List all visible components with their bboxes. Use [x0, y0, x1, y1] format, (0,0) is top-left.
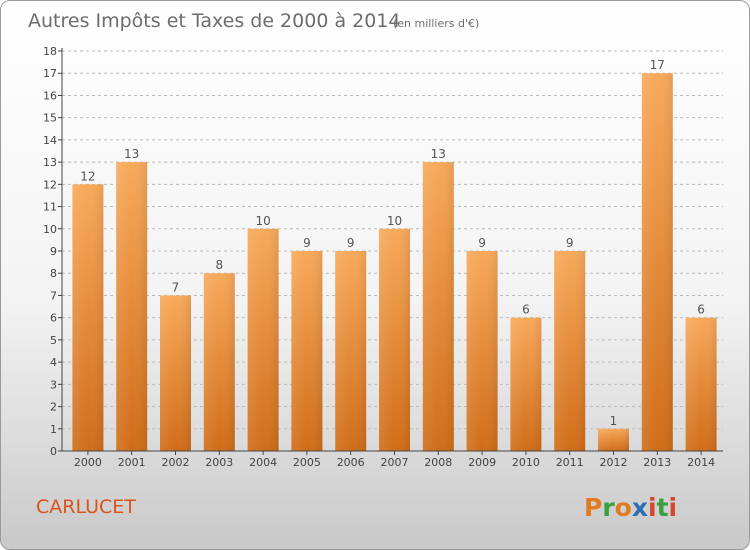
bar-shade-2007 [379, 228, 410, 451]
bar-shade-2000 [72, 184, 104, 452]
y-tick-label: 16 [43, 89, 57, 102]
logo-letter: t [657, 493, 669, 522]
bar-shade-2013 [641, 73, 673, 451]
x-tick-label-2011: 2011 [556, 456, 584, 469]
place-name: CARLUCET [36, 496, 136, 518]
data-label-2006: 9 [347, 236, 355, 250]
x-tick-label-2000: 2000 [74, 456, 102, 469]
bar-shade-2011 [554, 251, 586, 451]
bar-shade-2006 [335, 251, 367, 451]
x-tick-label-2010: 2010 [512, 456, 540, 469]
chart-unit: (en milliers d'€) [393, 17, 479, 30]
x-tick-label-2001: 2001 [118, 456, 146, 469]
y-tick-label: 15 [43, 112, 57, 125]
y-tick-label: 6 [50, 312, 57, 325]
bar-shade-2004 [247, 228, 279, 451]
y-tick-label: 8 [50, 267, 57, 280]
y-tick-label: 0 [50, 445, 57, 458]
x-tick-label-2003: 2003 [205, 456, 233, 469]
bars: 12 13 7 8 10 9 9 10 13 9 6 9 1 17 6 [72, 58, 717, 452]
y-tick-label: 14 [43, 134, 57, 147]
x-tick-label-2002: 2002 [162, 456, 190, 469]
data-label-2004: 10 [255, 214, 270, 228]
data-label-2009: 9 [478, 236, 486, 250]
data-label-2000: 12 [80, 169, 95, 183]
x-tick-label-2007: 2007 [381, 456, 409, 469]
data-label-2002: 7 [172, 280, 180, 294]
data-label-2008: 13 [431, 147, 446, 161]
logo-letter: i [669, 493, 678, 522]
bar-shade-2002 [160, 295, 191, 451]
x-tick-label-2006: 2006 [337, 456, 365, 469]
data-label-2013: 17 [650, 58, 665, 72]
y-tick-label: 10 [43, 223, 57, 236]
bar-shade-2014 [685, 317, 717, 451]
y-tick-label: 2 [50, 401, 57, 414]
x-tick-label-2009: 2009 [468, 456, 496, 469]
y-tick-label: 9 [50, 245, 57, 258]
data-label-2011: 9 [566, 236, 574, 250]
logo-letter: r [602, 493, 615, 522]
bar-shade-2009 [466, 251, 498, 451]
chart-title: Autres Impôts et Taxes de 2000 à 2014 [28, 10, 401, 32]
data-label-2005: 9 [303, 236, 311, 250]
y-tick-label: 1 [50, 423, 57, 436]
y-tick-label: 5 [50, 334, 57, 347]
x-tick-label-2012: 2012 [600, 456, 628, 469]
x-tick-label-2013: 2013 [643, 456, 671, 469]
logo-letter: i [648, 493, 657, 522]
bar-shade-2005 [291, 251, 323, 451]
data-label-2014: 6 [697, 303, 705, 317]
y-tick-label: 12 [43, 178, 57, 191]
data-label-2003: 8 [215, 258, 223, 272]
y-tick-label: 18 [43, 45, 57, 58]
logo-letter: o [615, 493, 632, 522]
bar-shade-2003 [203, 273, 235, 451]
x-tick-label-2014: 2014 [687, 456, 715, 469]
y-tick-label: 13 [43, 156, 57, 169]
data-label-2001: 13 [124, 147, 139, 161]
data-label-2012: 1 [610, 414, 618, 428]
bar-shade-2001 [116, 162, 148, 451]
y-tick-label: 3 [50, 378, 57, 391]
x-tick-label-2004: 2004 [249, 456, 277, 469]
y-tick-label: 7 [50, 289, 57, 302]
y-tick-label: 4 [50, 356, 57, 369]
data-label-2010: 6 [522, 303, 530, 317]
y-tick-label: 11 [43, 201, 57, 214]
y-tick-label: 17 [43, 67, 57, 80]
proxiti-logo: Proxiti [584, 493, 677, 522]
x-tick-label-2008: 2008 [424, 456, 452, 469]
bar-shade-2008 [422, 162, 454, 451]
data-label-2007: 10 [387, 214, 402, 228]
logo-letter: x [632, 493, 648, 522]
bar-shade-2010 [510, 317, 542, 451]
x-tick-label-2005: 2005 [293, 456, 321, 469]
logo-letter: P [584, 493, 602, 522]
bar-shade-2012 [598, 428, 629, 451]
